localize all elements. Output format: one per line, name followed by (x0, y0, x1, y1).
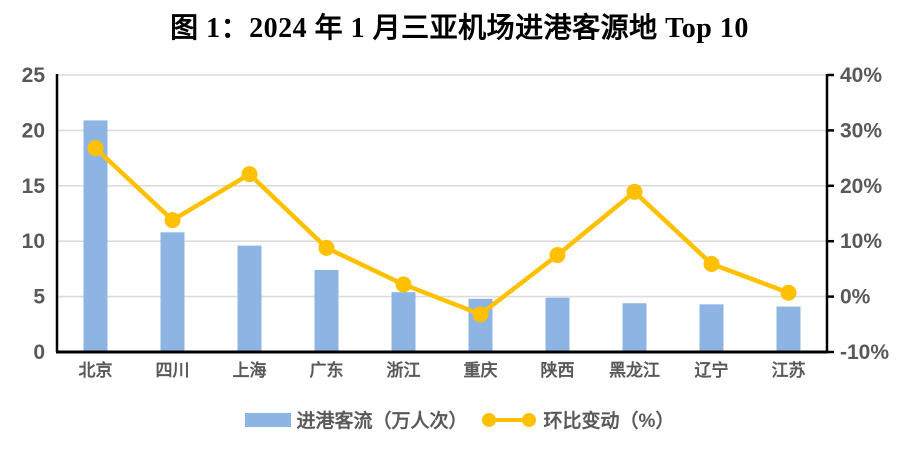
legend-item-line: 环比变动（%） (480, 406, 675, 433)
line-point-重庆 (472, 306, 489, 323)
left-axis-label: 25 (22, 64, 46, 87)
line-point-江苏 (780, 284, 797, 301)
right-axis-label: -10% (840, 341, 889, 364)
line-point-四川 (164, 212, 181, 229)
bar-陕西 (545, 297, 570, 352)
left-axis-label: 20 (22, 119, 45, 142)
left-axis-label: 0 (33, 341, 45, 364)
bar-swatch-icon (244, 412, 291, 427)
category-label-北京: 北京 (79, 360, 113, 380)
line-point-广东 (318, 239, 335, 256)
category-label-江苏: 江苏 (772, 360, 806, 380)
right-axis-label: 20% (840, 175, 882, 198)
left-axis-label: 5 (33, 286, 45, 309)
left-axis-label: 15 (22, 175, 46, 198)
right-axis-label: 0% (840, 286, 871, 309)
line-point-北京 (87, 140, 104, 157)
line-point-辽宁 (703, 255, 720, 272)
legend-line-label: 环比变动（%） (543, 411, 675, 432)
category-label-四川: 四川 (156, 361, 190, 380)
bar-四川 (160, 232, 185, 352)
bar-上海 (237, 245, 262, 352)
bar-北京 (83, 120, 108, 352)
bar-江苏 (776, 306, 801, 352)
line-marker-icon (481, 412, 536, 427)
legend-bar-label: 进港客流（万人次） (296, 411, 468, 432)
category-label-黑龙江: 黑龙江 (609, 360, 660, 380)
chart-title: 图 1：2024 年 1 月三亚机场进港客源地 Top 10 (170, 13, 749, 44)
right-axis-label: 10% (840, 230, 882, 253)
legend-item-bar: 进港客流（万人次） (244, 406, 468, 433)
left-axis-label: 10 (22, 230, 45, 253)
chart-legend: 进港客流（万人次） 环比变动（%） (0, 406, 919, 433)
right-axis-label: 30% (840, 119, 882, 142)
line-series (93, 145, 791, 317)
category-label-浙江: 浙江 (387, 360, 421, 380)
line-point-浙江 (395, 276, 412, 293)
line-point-黑龙江 (626, 183, 643, 200)
category-label-重庆: 重庆 (464, 360, 498, 380)
bar-浙江 (391, 292, 416, 352)
category-label-陕西: 陕西 (541, 360, 575, 380)
bar-黑龙江 (622, 303, 647, 352)
line-point-陕西 (549, 247, 566, 264)
category-label-广东: 广东 (310, 360, 344, 380)
bar-广东 (314, 270, 339, 352)
bar-辽宁 (699, 304, 724, 352)
category-label-上海: 上海 (233, 360, 267, 380)
right-axis-label: 40% (840, 64, 882, 87)
line-point-上海 (241, 166, 258, 183)
category-label-辽宁: 辽宁 (695, 360, 729, 380)
